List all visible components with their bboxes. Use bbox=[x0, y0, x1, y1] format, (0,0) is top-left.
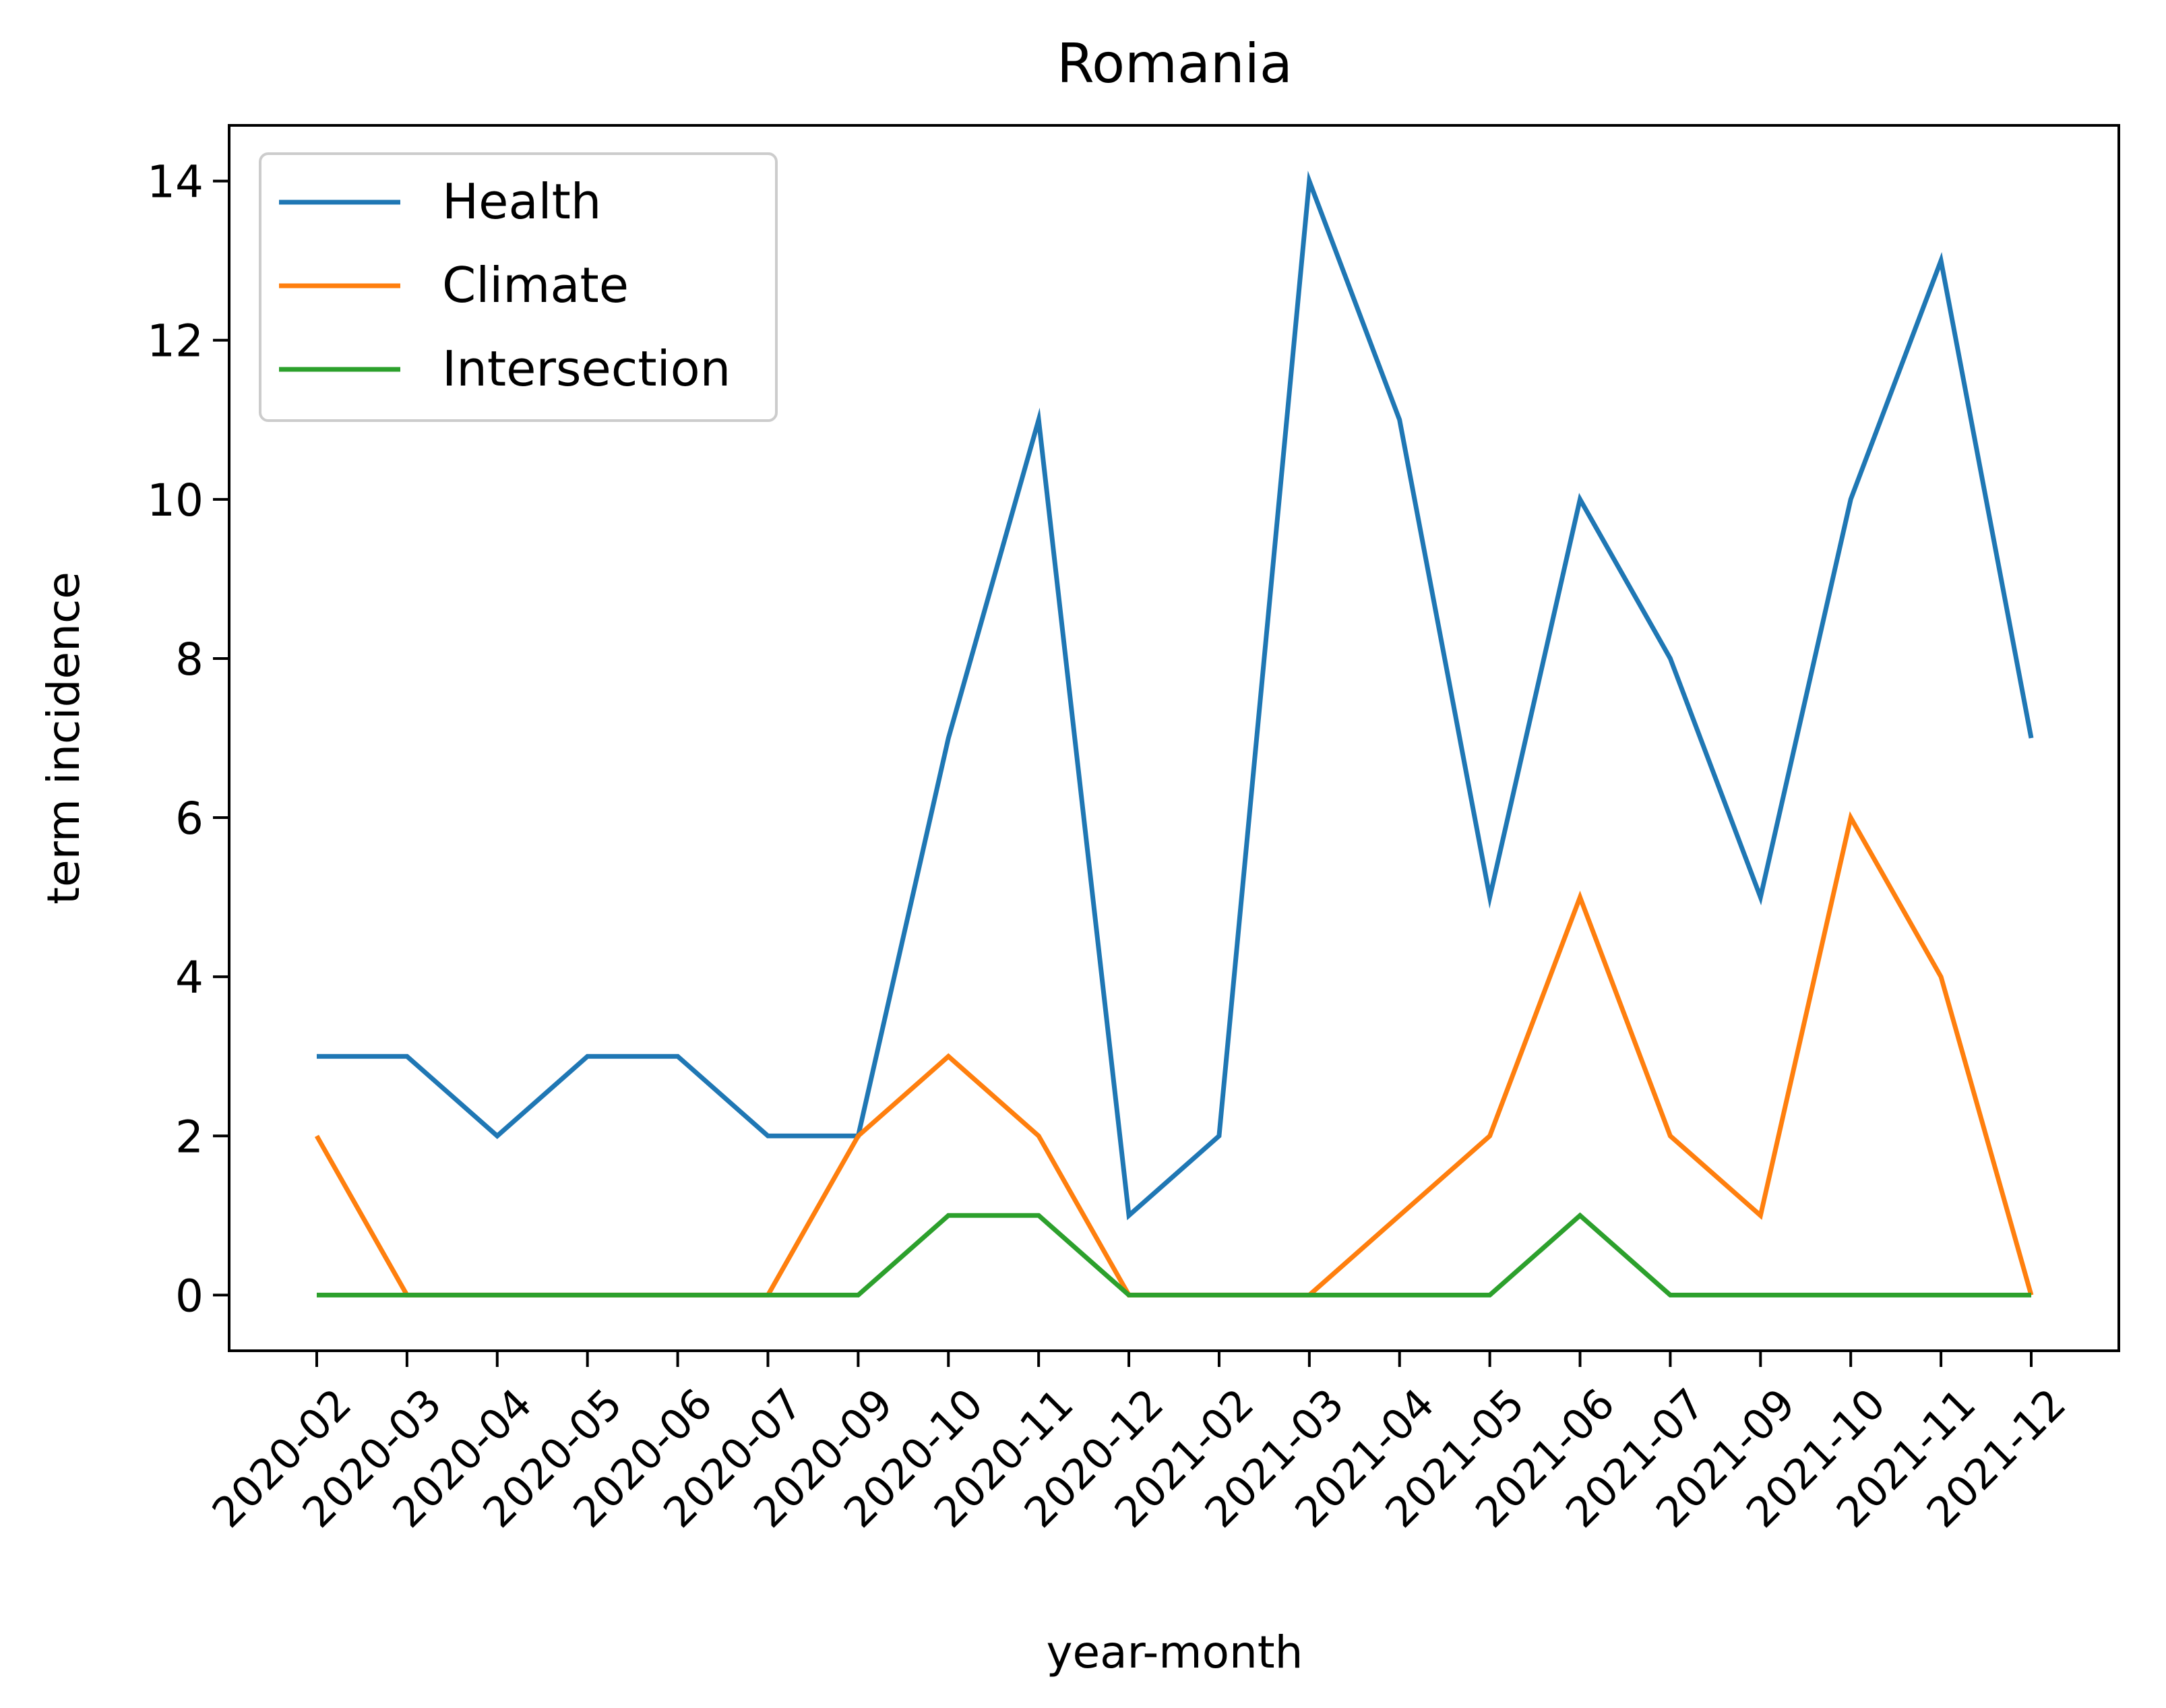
legend-label-climate: Climate bbox=[442, 257, 629, 313]
y-tick-label: 8 bbox=[175, 634, 204, 685]
x-axis-label: year-month bbox=[1046, 1626, 1303, 1678]
y-tick-label: 0 bbox=[175, 1270, 204, 1322]
y-tick-label: 12 bbox=[147, 315, 204, 367]
y-axis-label: term incidence bbox=[38, 572, 90, 905]
y-tick-label: 10 bbox=[147, 475, 204, 526]
legend-label-intersection: Intersection bbox=[442, 340, 731, 397]
y-tick-label: 4 bbox=[175, 952, 204, 1004]
legend-box bbox=[259, 152, 778, 422]
legend: Health Climate Intersection bbox=[259, 152, 778, 422]
y-tick-label: 14 bbox=[147, 156, 204, 208]
plot-lines bbox=[314, 171, 2034, 1298]
chart-title: Romania bbox=[1057, 32, 1293, 95]
series-line-intersection bbox=[317, 1212, 2031, 1298]
series-line-health bbox=[317, 171, 2034, 1221]
legend-label-health: Health bbox=[442, 173, 601, 230]
y-axis: 0 2 4 6 8 10 12 14 bbox=[147, 156, 229, 1322]
plot-area-frame bbox=[228, 124, 2120, 1352]
y-tick-label: 6 bbox=[175, 793, 204, 845]
y-tick-label: 2 bbox=[175, 1111, 204, 1163]
